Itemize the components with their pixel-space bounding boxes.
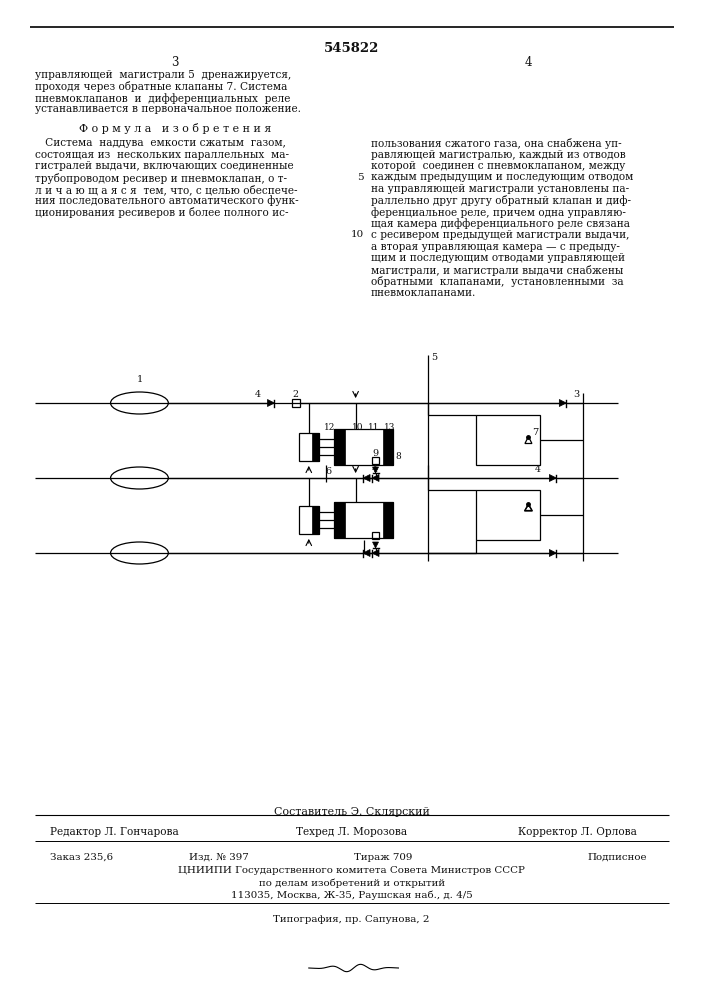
Bar	[334, 502, 394, 538]
Text: 3: 3	[573, 390, 579, 399]
Text: гистралей выдачи, включающих соединенные: гистралей выдачи, включающих соединенные	[35, 161, 293, 171]
Polygon shape	[372, 475, 379, 482]
Text: обратными  клапанами,  установленными  за: обратными клапанами, установленными за	[370, 276, 623, 287]
Bar	[292, 399, 300, 407]
Text: ференциальное реле, причем одна управляю-: ференциальное реле, причем одна управляю…	[370, 207, 626, 218]
Text: Ф о р м у л а   и з о б р е т е н и я: Ф о р м у л а и з о б р е т е н и я	[79, 123, 271, 134]
Text: щая камера дифференциального реле связана: щая камера дифференциального реле связан…	[370, 219, 629, 229]
Text: 12: 12	[324, 423, 335, 432]
Text: 4: 4	[535, 465, 541, 474]
Text: 4: 4	[255, 390, 261, 399]
Text: а вторая управляющая камера — с предыду-: а вторая управляющая камера — с предыду-	[370, 241, 619, 251]
Bar	[372, 456, 379, 464]
Bar	[334, 429, 394, 465]
Text: с ресивером предыдущей магистрали выдачи,: с ресивером предыдущей магистрали выдачи…	[370, 230, 629, 240]
Bar	[382, 502, 394, 538]
Text: Система  наддува  емкости сжатым  газом,: Система наддува емкости сжатым газом,	[35, 138, 286, 148]
Text: 3: 3	[172, 56, 179, 69]
Text: 5: 5	[431, 353, 438, 362]
Text: по делам изобретений и открытий: по делам изобретений и открытий	[259, 878, 445, 888]
Bar	[312, 506, 319, 534]
Text: раллельно друг другу обратный клапан и диф-: раллельно друг другу обратный клапан и д…	[370, 196, 631, 207]
Text: 11: 11	[368, 423, 379, 432]
Text: состоящая из  нескольких параллельных  ма-: состоящая из нескольких параллельных ма-	[35, 149, 289, 159]
Text: Подписное: Подписное	[588, 853, 647, 862]
Text: проходя через обратные клапаны 7. Система: проходя через обратные клапаны 7. Систем…	[35, 82, 287, 93]
Polygon shape	[549, 550, 556, 556]
Bar	[334, 429, 344, 465]
Text: Техред Л. Морозова: Техред Л. Морозова	[296, 827, 407, 837]
Text: 10: 10	[351, 423, 363, 432]
Polygon shape	[373, 467, 378, 473]
Text: 2: 2	[293, 390, 299, 399]
Text: управляющей  магистрали 5  дренажируется,: управляющей магистрали 5 дренажируется,	[35, 70, 291, 80]
Text: магистрали, и магистрали выдачи снабжены: магистрали, и магистрали выдачи снабжены	[370, 264, 623, 275]
Polygon shape	[363, 475, 370, 482]
Bar	[382, 429, 394, 465]
Polygon shape	[363, 550, 370, 556]
Text: 113035, Москва, Ж-35, Раушская наб., д. 4/5: 113035, Москва, Ж-35, Раушская наб., д. …	[230, 890, 472, 900]
Polygon shape	[372, 550, 379, 556]
Text: щим и последующим отводами управляющей: щим и последующим отводами управляющей	[370, 253, 624, 263]
Text: 5: 5	[357, 172, 363, 182]
Text: на управляющей магистрали установлены па-: на управляющей магистрали установлены па…	[370, 184, 629, 194]
Text: равляющей магистралью, каждый из отводов: равляющей магистралью, каждый из отводов	[370, 149, 625, 159]
Polygon shape	[549, 475, 556, 482]
Text: ния последовательного автоматического функ-: ния последовательного автоматического фу…	[35, 196, 298, 206]
Text: Тираж 709: Тираж 709	[354, 853, 413, 862]
Text: Составитель Э. Склярский: Составитель Э. Склярский	[274, 807, 430, 817]
Text: 9: 9	[373, 449, 379, 458]
Text: 7: 7	[532, 428, 539, 437]
Text: пневмоклапанов  и  дифференциальных  реле: пневмоклапанов и дифференциальных реле	[35, 93, 291, 104]
Text: Изд. № 397: Изд. № 397	[189, 853, 249, 862]
Text: Типография, пр. Сапунова, 2: Типография, пр. Сапунова, 2	[274, 915, 430, 924]
Text: ЦНИИПИ Государственного комитета Совета Министров СССР: ЦНИИПИ Государственного комитета Совета …	[178, 866, 525, 875]
Text: Корректор Л. Орлова: Корректор Л. Орлова	[518, 827, 637, 837]
Text: трубопроводом ресивер и пневмоклапан, о т-: трубопроводом ресивер и пневмоклапан, о …	[35, 172, 287, 184]
Bar	[372, 532, 379, 538]
Text: ционирования ресиверов и более полного ис-: ционирования ресиверов и более полного и…	[35, 207, 288, 218]
Text: 8: 8	[395, 452, 401, 461]
Text: л и ч а ю щ а я с я  тем, что, с целью обеспече-: л и ч а ю щ а я с я тем, что, с целью об…	[35, 184, 298, 195]
Text: 6: 6	[326, 467, 332, 476]
Polygon shape	[373, 542, 378, 548]
Bar	[476, 415, 540, 465]
Bar	[334, 502, 344, 538]
Text: каждым предыдущим и последующим отводом: каждым предыдущим и последующим отводом	[370, 172, 633, 182]
Polygon shape	[267, 399, 274, 406]
Bar	[476, 490, 540, 540]
Text: 1: 1	[136, 375, 143, 384]
Text: Заказ 235,6: Заказ 235,6	[49, 853, 113, 862]
Text: пневмоклапанами.: пневмоклапанами.	[370, 288, 476, 298]
Text: устанавливается в первоначальное положение.: устанавливается в первоначальное положен…	[35, 104, 301, 114]
Text: 4: 4	[372, 465, 378, 474]
Bar	[299, 433, 319, 461]
Text: 4: 4	[524, 56, 532, 69]
Text: 10: 10	[351, 230, 363, 239]
Bar	[299, 506, 319, 534]
Text: пользования сжатого газа, она снабжена уп-: пользования сжатого газа, она снабжена у…	[370, 138, 621, 149]
Text: 13: 13	[383, 423, 395, 432]
Polygon shape	[559, 399, 566, 406]
Text: Редактор Л. Гончарова: Редактор Л. Гончарова	[49, 827, 179, 837]
Text: 545822: 545822	[324, 42, 380, 55]
Text: которой  соединен с пневмоклапаном, между: которой соединен с пневмоклапаном, между	[370, 161, 625, 171]
Bar	[312, 433, 319, 461]
